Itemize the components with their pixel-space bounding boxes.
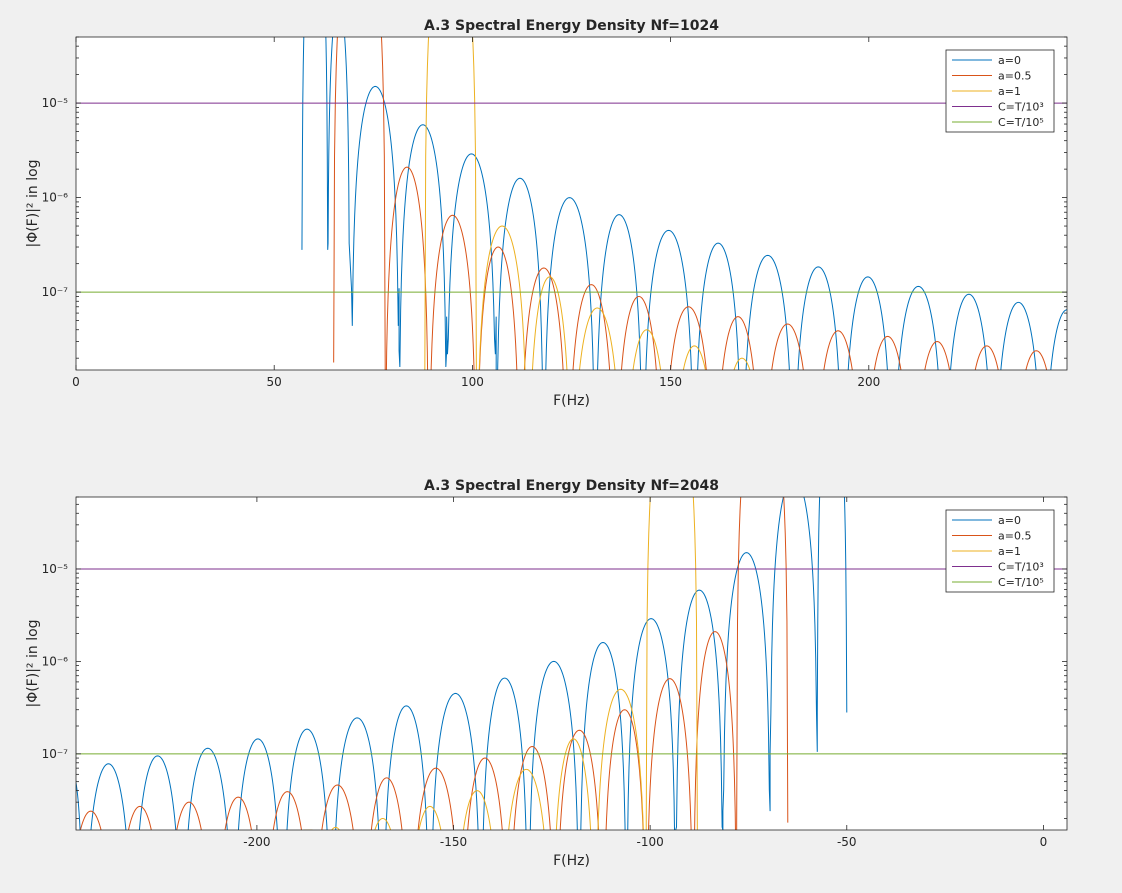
y-axis-label: |Φ(F)|² in log: [25, 159, 41, 247]
legend-entry: C=T/10⁵: [998, 576, 1044, 589]
x-tick-label: 0: [1040, 835, 1048, 849]
y-axis-label: |Φ(F)|² in log: [25, 619, 41, 707]
chart-title: A.3 Spectral Energy Density Nf=2048: [424, 478, 719, 494]
x-tick-label: -150: [440, 835, 467, 849]
plot-data: [76, 37, 1067, 370]
legend: a=0 a=0.5 a=1 C=T/10³ C=T/10⁵: [945, 509, 1055, 593]
series-line-a=0: [301, 37, 1067, 370]
y-tick-label: 10⁻⁶: [42, 191, 69, 205]
legend: a=0 a=0.5 a=1 C=T/10³ C=T/10⁵: [945, 49, 1055, 133]
series-line-a=1: [256, 497, 698, 830]
y-tick-label: 10⁻⁷: [42, 285, 69, 299]
x-tick-label: 0: [72, 375, 80, 389]
x-axis-label: F(Hz): [553, 393, 590, 409]
x-axis-label: F(Hz): [553, 853, 590, 869]
x-tick-label: -50: [837, 835, 857, 849]
axes-box: [75, 496, 1068, 831]
legend-entry: a=0.5: [998, 530, 1031, 543]
y-tick-label: 10⁻⁵: [42, 562, 69, 576]
plot-area: [76, 497, 1067, 830]
chart-panel-2: -200 -150 -100 -50 0 10⁻⁷ 10⁻⁶ 10⁻⁵ A.3 Spectral…: [25, 478, 1068, 869]
legend-entry: C=T/10⁵: [998, 116, 1044, 129]
y-tick-label: 10⁻⁵: [42, 96, 69, 110]
x-tick-label: 200: [857, 375, 880, 389]
legend-entry: a=0: [998, 514, 1021, 527]
x-tick-label: -200: [243, 835, 270, 849]
series-line-a=0.5: [79, 497, 789, 830]
series-line-a=0: [76, 497, 848, 830]
x-tick-label: 150: [659, 375, 682, 389]
chart-title: A.3 Spectral Energy Density Nf=1024: [424, 18, 719, 34]
legend-entry: a=0: [998, 54, 1021, 67]
x-tick-label: 50: [267, 375, 282, 389]
legend-entry: C=T/10³: [998, 561, 1044, 574]
x-tick-label: -100: [637, 835, 664, 849]
plot-area: [76, 37, 1067, 370]
legend-entry: a=1: [998, 85, 1021, 98]
axes-box: [75, 36, 1068, 371]
series-line-a=1: [424, 37, 766, 370]
legend-entry: C=T/10³: [998, 101, 1044, 114]
y-tick-label: 10⁻⁷: [42, 747, 69, 761]
chart-panel-1: 0 50 100 150 200 10⁻⁷ 10⁻⁶ 10⁻⁵ A.3 Spectral Ene…: [25, 18, 1068, 409]
plot-data: [76, 497, 1067, 830]
legend-entry: a=0.5: [998, 70, 1031, 83]
series-line-a=0.5: [333, 37, 1062, 370]
x-tick-label: 100: [461, 375, 484, 389]
legend-entry: a=1: [998, 545, 1021, 558]
y-tick-label: 10⁻⁶: [42, 654, 69, 668]
